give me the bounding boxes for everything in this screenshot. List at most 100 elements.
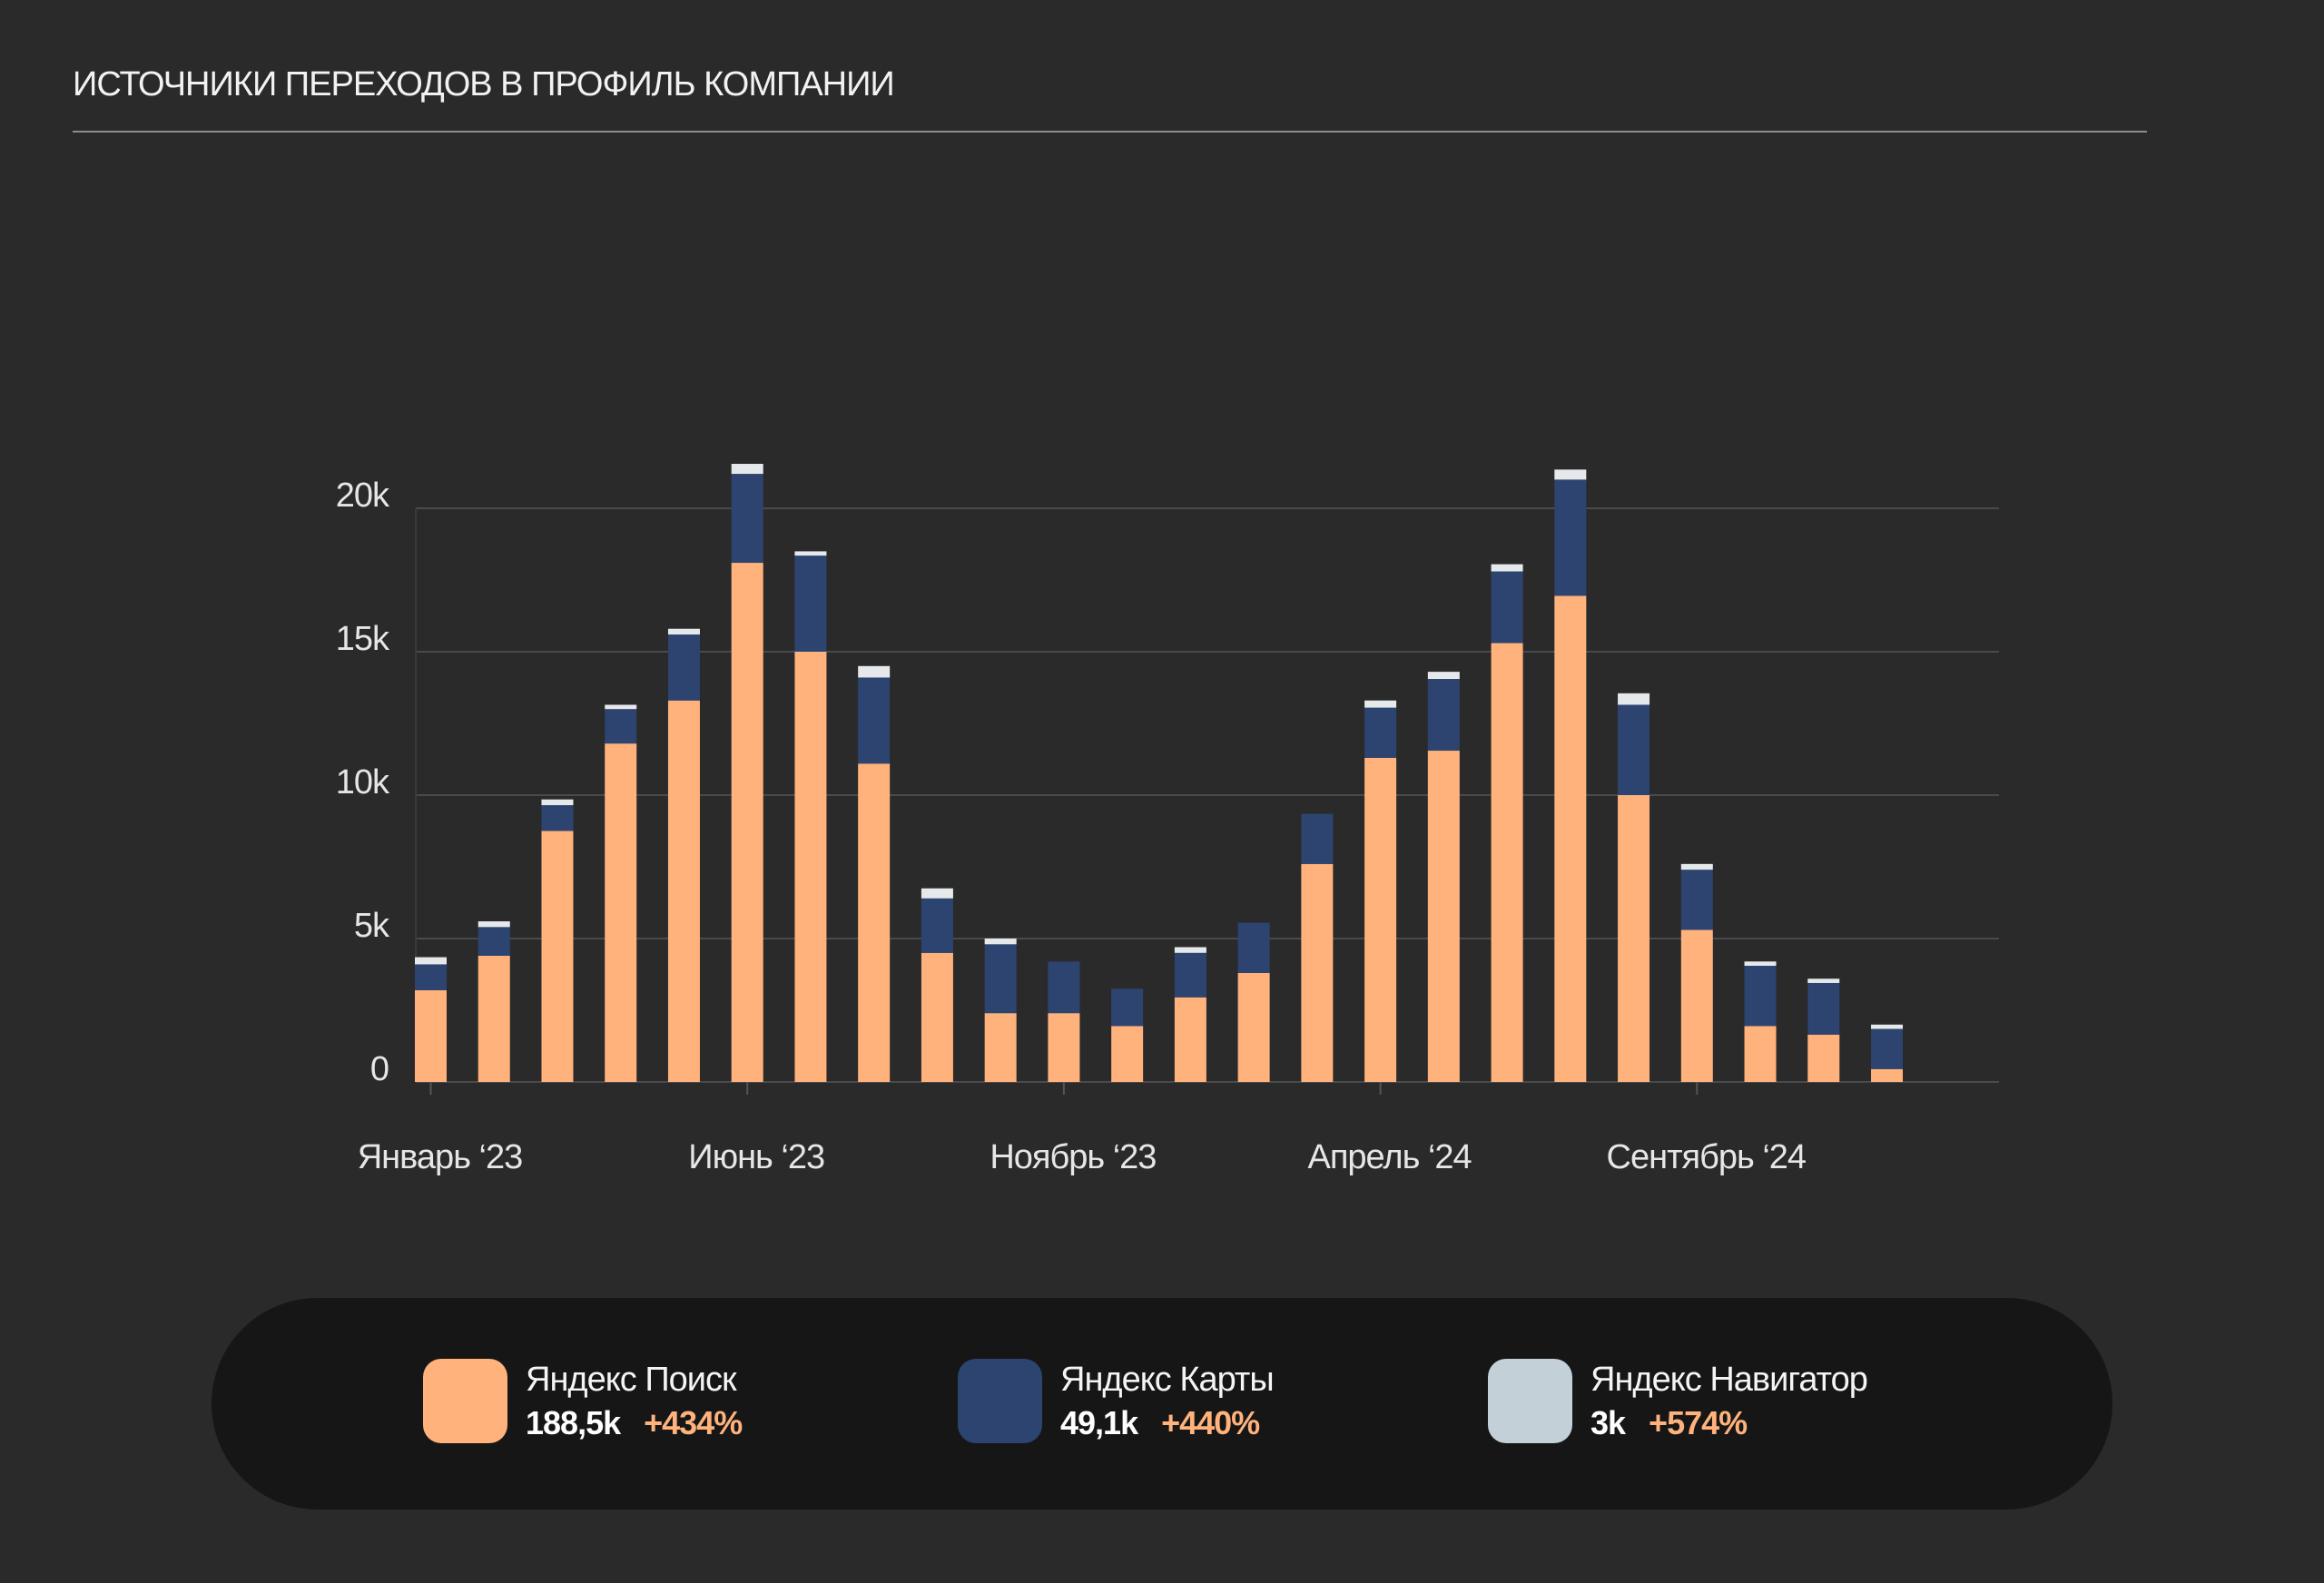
bar-navigator-segment bbox=[1807, 978, 1840, 983]
bar-navigator-segment bbox=[1744, 961, 1777, 967]
legend-change: +440% bbox=[1161, 1404, 1260, 1441]
bar-navigator-segment bbox=[541, 799, 574, 806]
y-tick-label: 0 bbox=[370, 1050, 389, 1088]
y-tick-label: 5k bbox=[354, 907, 390, 945]
bar-stack bbox=[478, 921, 510, 1082]
bar-stack bbox=[731, 464, 763, 1082]
bar-stack bbox=[1301, 813, 1334, 1082]
bar-search-segment bbox=[858, 763, 891, 1082]
bar-maps-segment bbox=[667, 634, 700, 701]
legend-swatch-maps bbox=[958, 1359, 1042, 1443]
bar-maps-segment bbox=[1427, 679, 1460, 752]
bar-maps-segment bbox=[1364, 707, 1397, 758]
bar-stack bbox=[858, 665, 891, 1082]
bar-maps-segment bbox=[921, 898, 953, 953]
bar-stack bbox=[1871, 1024, 1904, 1082]
bar-navigator-segment bbox=[667, 628, 700, 635]
bar-search-segment bbox=[1680, 929, 1713, 1082]
bar-navigator-segment bbox=[1554, 469, 1587, 480]
bar-navigator-segment bbox=[415, 957, 447, 965]
bar-stack bbox=[541, 799, 574, 1082]
x-axis-labels: Январь ‘23 Июнь ‘23 Ноябрь ‘23 Апрель ‘24 Се… bbox=[358, 1138, 1807, 1176]
bar-search-segment bbox=[1048, 1013, 1080, 1082]
bar-stack bbox=[1048, 961, 1080, 1082]
legend-swatch-search bbox=[423, 1359, 507, 1443]
legend-label: Яндекс Навигатор bbox=[1590, 1361, 1868, 1399]
bar-navigator-segment bbox=[794, 551, 827, 556]
x-axis-ticks bbox=[429, 1082, 1699, 1095]
bar-search-segment bbox=[605, 743, 637, 1082]
x-tick-label: Апрель ‘24 bbox=[1308, 1138, 1472, 1176]
bar-search-segment bbox=[1554, 595, 1587, 1082]
title-divider bbox=[73, 131, 2147, 133]
y-tick-label: 15k bbox=[336, 620, 390, 658]
bar-search-segment bbox=[1111, 1026, 1144, 1082]
bars bbox=[415, 464, 1904, 1082]
bar-navigator-segment bbox=[605, 704, 637, 710]
bar-stack bbox=[1111, 988, 1144, 1082]
legend-label: Яндекс Поиск bbox=[526, 1361, 737, 1399]
bar-maps-segment bbox=[731, 474, 763, 564]
bar-maps-segment bbox=[1554, 479, 1587, 596]
bar-stack bbox=[1807, 978, 1840, 1082]
bar-stack bbox=[1427, 672, 1460, 1082]
bar-maps-segment bbox=[1491, 571, 1523, 644]
bar-search-segment bbox=[1618, 795, 1650, 1082]
bar-stack bbox=[415, 957, 447, 1082]
bar-maps-segment bbox=[984, 944, 1017, 1014]
bar-search-segment bbox=[667, 700, 700, 1082]
bar-navigator-segment bbox=[984, 939, 1017, 945]
x-tick-label: Сентябрь ‘24 bbox=[1607, 1138, 1807, 1176]
x-tick-label: Январь ‘23 bbox=[358, 1138, 523, 1176]
bar-search-segment bbox=[1237, 972, 1270, 1082]
bar-search-segment bbox=[921, 952, 953, 1082]
y-tick-label: 10k bbox=[336, 763, 390, 801]
bar-search-segment bbox=[984, 1013, 1017, 1082]
legend-change: +574% bbox=[1649, 1404, 1748, 1441]
bar-search-segment bbox=[1301, 863, 1334, 1082]
bar-maps-segment bbox=[858, 677, 891, 764]
bar-stack bbox=[794, 551, 827, 1082]
bar-navigator-segment bbox=[1618, 693, 1650, 705]
bar-search-segment bbox=[794, 652, 827, 1082]
legend-stats: 3k +574% bbox=[1590, 1404, 1748, 1442]
bar-stack bbox=[1744, 961, 1777, 1082]
x-tick-label: Июнь ‘23 bbox=[688, 1138, 824, 1176]
bar-navigator-segment bbox=[1680, 863, 1713, 870]
bar-maps-segment bbox=[605, 709, 637, 744]
bar-search-segment bbox=[1364, 757, 1397, 1082]
legend-swatch-navigator bbox=[1488, 1359, 1572, 1443]
bar-maps-segment bbox=[541, 805, 574, 831]
bar-maps-segment bbox=[1807, 982, 1840, 1035]
bar-maps-segment bbox=[1618, 704, 1650, 795]
bar-navigator-segment bbox=[478, 921, 510, 928]
legend-total: 188,5k bbox=[526, 1404, 621, 1441]
bar-search-segment bbox=[1871, 1068, 1904, 1082]
bar-search-segment bbox=[415, 989, 447, 1082]
bar-search-segment bbox=[1427, 751, 1460, 1082]
bar-search-segment bbox=[1174, 997, 1206, 1082]
y-tick-label: 20k bbox=[336, 477, 390, 515]
bar-maps-segment bbox=[1174, 952, 1206, 998]
bar-navigator-segment bbox=[921, 888, 953, 899]
bar-navigator-segment bbox=[1364, 700, 1397, 708]
bar-maps-segment bbox=[1111, 988, 1144, 1027]
bar-maps-segment bbox=[794, 556, 827, 652]
bar-maps-segment bbox=[1237, 922, 1270, 973]
bar-search-segment bbox=[1744, 1026, 1777, 1082]
legend-total: 49,1k bbox=[1060, 1404, 1138, 1441]
bar-stack bbox=[1618, 693, 1650, 1082]
bar-maps-segment bbox=[478, 927, 510, 956]
x-tick-label: Ноябрь ‘23 bbox=[990, 1138, 1156, 1176]
bar-navigator-segment bbox=[858, 665, 891, 678]
legend-stats: 49,1k +440% bbox=[1060, 1404, 1260, 1442]
bar-navigator-segment bbox=[731, 464, 763, 475]
bar-navigator-segment bbox=[1871, 1024, 1904, 1029]
bar-search-segment bbox=[541, 831, 574, 1082]
bar-search-segment bbox=[1491, 643, 1523, 1082]
legend: Яндекс Поиск 188,5k +434% Яндекс Карты 49… bbox=[212, 1298, 2112, 1509]
stacked-bar-chart: 0 5k 10k 15k 20k Январь ‘23 Июнь ‘23 Ноябрь ‘2… bbox=[336, 464, 1999, 1176]
legend-label: Яндекс Карты bbox=[1060, 1361, 1275, 1399]
bar-stack bbox=[667, 628, 700, 1082]
bar-stack bbox=[984, 939, 1017, 1082]
